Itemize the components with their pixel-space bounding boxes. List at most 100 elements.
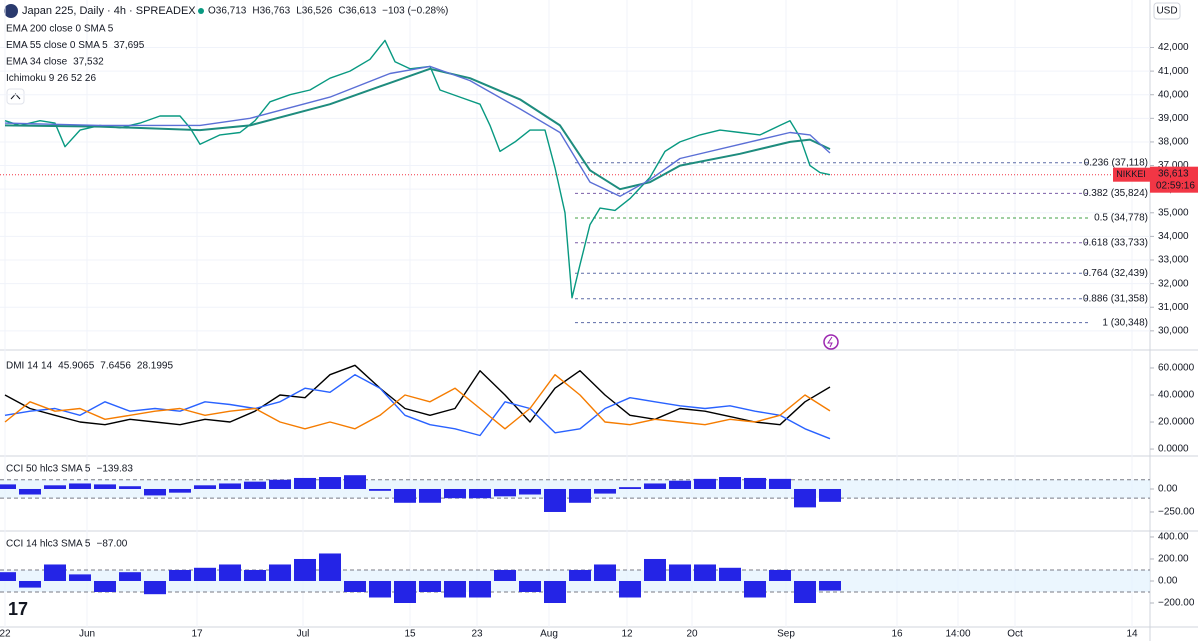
x-tick-label: Jun <box>79 629 95 640</box>
histogram-bar <box>219 483 241 489</box>
histogram-bar <box>594 564 616 581</box>
symbol-title: Japan 225, Daily · 4h · SPREADEX <box>22 5 196 17</box>
y-tick-label: 200.00 <box>1158 554 1189 565</box>
legend-label[interactable]: EMA 34 close <box>6 57 68 68</box>
histogram-bar <box>644 558 666 581</box>
histogram-bar <box>394 580 416 604</box>
histogram-bar <box>444 488 466 499</box>
symbol-tag: NIKKEI <box>1116 169 1146 179</box>
histogram-bar <box>494 488 516 497</box>
histogram-bar <box>619 580 641 598</box>
y-tick-label: 38,000 <box>1158 137 1189 148</box>
pane-value: −87.00 <box>96 539 127 550</box>
legend-value: 37,532 <box>73 57 104 68</box>
histogram-bar <box>469 488 491 499</box>
histogram-bar <box>44 564 66 581</box>
histogram-bar <box>94 484 116 489</box>
histogram-bar <box>119 486 141 489</box>
currency-box[interactable] <box>1153 2 1181 20</box>
event-icon[interactable] <box>823 334 839 350</box>
histogram-bar <box>694 564 716 581</box>
histogram-bar <box>819 488 841 502</box>
x-tick-label: 20 <box>686 629 698 640</box>
histogram-bar <box>544 488 566 512</box>
legend-label[interactable]: EMA 200 close 0 SMA 5 <box>6 24 114 35</box>
y-tick-label: 0.00 <box>1158 576 1178 587</box>
x-tick-label: 17 <box>191 629 203 640</box>
countdown: 02:59:16 <box>1156 180 1195 191</box>
price-tag: 36,613 <box>1158 168 1189 179</box>
collapse-button[interactable] <box>6 88 25 105</box>
histogram-bar <box>769 478 791 489</box>
histogram-bar <box>119 572 141 581</box>
symbol-tag-bg <box>1113 167 1150 182</box>
fib-label: 0.764 (32,439) <box>1083 268 1148 279</box>
market-status <box>198 8 204 14</box>
histogram-bar <box>794 580 816 604</box>
histogram-bar <box>744 477 766 489</box>
x-tick-label: Sep <box>777 629 795 640</box>
histogram-bar <box>19 488 41 495</box>
pane-value: 28.1995 <box>137 361 174 372</box>
fib-label: 0.886 (31,358) <box>1083 293 1148 304</box>
histogram-bar <box>244 481 266 489</box>
pane-title: CCI 50 hlc3 SMA 5 <box>6 464 91 475</box>
legend-value: 37,695 <box>114 40 145 51</box>
legend-label[interactable]: Ichimoku 9 26 52 26 <box>6 73 96 84</box>
x-tick-label: 14 <box>1126 629 1138 640</box>
histogram-bar <box>244 569 266 581</box>
series-line <box>4 374 831 430</box>
fib-label: 0.236 (37,118) <box>1084 157 1148 168</box>
histogram-bar <box>44 485 66 489</box>
histogram-bar <box>694 478 716 489</box>
histogram-bar <box>294 477 316 489</box>
histogram-bar <box>594 488 616 494</box>
ohlc-value: −103 (−0.28%) <box>382 6 448 17</box>
histogram-bar <box>0 484 16 489</box>
histogram-bar <box>819 580 841 591</box>
x-tick-label: 23 <box>471 629 483 640</box>
ohlc-value: L36,526 <box>296 6 333 17</box>
histogram-bar <box>644 483 666 489</box>
collapse-icon <box>10 93 21 100</box>
y-tick-label: 0.0000 <box>1158 444 1189 455</box>
histogram-bar <box>69 574 91 581</box>
histogram-bar <box>519 488 541 495</box>
histogram-bar <box>369 580 391 598</box>
y-tick-label: 31,000 <box>1158 302 1189 313</box>
price-tag-bg <box>1150 166 1198 193</box>
histogram-bar <box>94 580 116 592</box>
x-tick-label: 15 <box>404 629 416 640</box>
histogram-bar <box>69 483 91 489</box>
y-tick-label: 20.0000 <box>1158 417 1195 428</box>
histogram-bar <box>569 569 591 581</box>
histogram-bar <box>269 564 291 581</box>
histogram-bar <box>719 477 741 489</box>
series-line <box>4 65 831 197</box>
y-tick-label: 40,000 <box>1158 89 1189 100</box>
histogram-bar <box>419 488 441 503</box>
legend-label[interactable]: EMA 55 close 0 SMA 5 <box>6 40 108 51</box>
symbol-icon <box>4 4 18 18</box>
fib-label: 1 (30,348) <box>1102 317 1148 328</box>
histogram-bar <box>794 488 816 508</box>
logo: 17 <box>8 599 28 619</box>
histogram-bar <box>744 580 766 598</box>
histogram-bar <box>0 572 16 581</box>
histogram-bar <box>169 569 191 581</box>
histogram-bar <box>319 477 341 489</box>
y-tick-label: 32,000 <box>1158 278 1189 289</box>
y-tick-label: 41,000 <box>1158 66 1189 77</box>
fib-label: 0.618 (33,733) <box>1083 237 1148 248</box>
y-tick-label: 35,000 <box>1158 207 1189 218</box>
pane-value: −139.83 <box>96 464 133 475</box>
series-line <box>4 67 831 191</box>
pane-title: DMI 14 14 <box>6 361 53 372</box>
histogram-bar <box>144 488 166 496</box>
histogram-bar <box>144 580 166 595</box>
x-tick-label: 22 <box>0 629 11 640</box>
y-tick-label: 39,000 <box>1158 113 1189 124</box>
x-tick-label: 16 <box>891 629 903 640</box>
